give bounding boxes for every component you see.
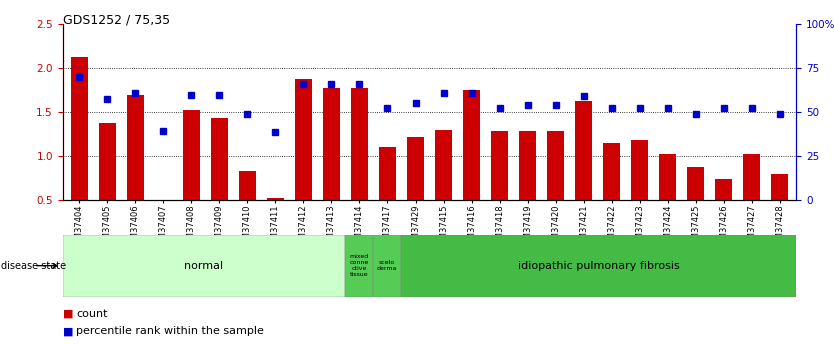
Bar — [267, 198, 284, 200]
Bar — [687, 167, 704, 200]
Bar — [295, 79, 312, 200]
Bar — [379, 147, 396, 200]
Bar — [407, 137, 424, 200]
Bar — [463, 90, 480, 200]
Bar — [351, 88, 368, 200]
Bar — [211, 118, 228, 200]
Bar — [63, 235, 344, 297]
Text: ■: ■ — [63, 326, 73, 336]
Text: disease state: disease state — [1, 261, 67, 270]
Bar — [344, 235, 373, 297]
Bar — [659, 154, 676, 200]
Text: GDS1252 / 75,35: GDS1252 / 75,35 — [63, 14, 169, 27]
Text: idiopathic pulmonary fibrosis: idiopathic pulmonary fibrosis — [518, 261, 680, 270]
Bar — [547, 131, 564, 200]
Bar — [631, 140, 648, 200]
Bar — [373, 235, 401, 297]
Bar — [519, 131, 536, 200]
Bar — [99, 123, 116, 200]
Text: ■: ■ — [63, 309, 73, 319]
Bar — [491, 131, 508, 200]
Bar — [575, 101, 592, 200]
Text: normal: normal — [184, 261, 224, 270]
Text: scelo
derma: scelo derma — [377, 260, 397, 271]
Bar — [183, 110, 200, 200]
Bar — [435, 130, 452, 200]
Bar — [603, 143, 620, 200]
Bar — [323, 88, 340, 200]
Bar — [401, 235, 796, 297]
Bar — [239, 171, 256, 200]
Bar — [71, 57, 88, 200]
Text: percentile rank within the sample: percentile rank within the sample — [76, 326, 264, 336]
Text: mixed
conne
ctive
tissue: mixed conne ctive tissue — [349, 255, 369, 277]
Text: count: count — [76, 309, 108, 319]
Bar — [771, 174, 788, 200]
Bar — [127, 96, 143, 200]
Bar — [743, 154, 760, 200]
Bar — [716, 179, 732, 200]
